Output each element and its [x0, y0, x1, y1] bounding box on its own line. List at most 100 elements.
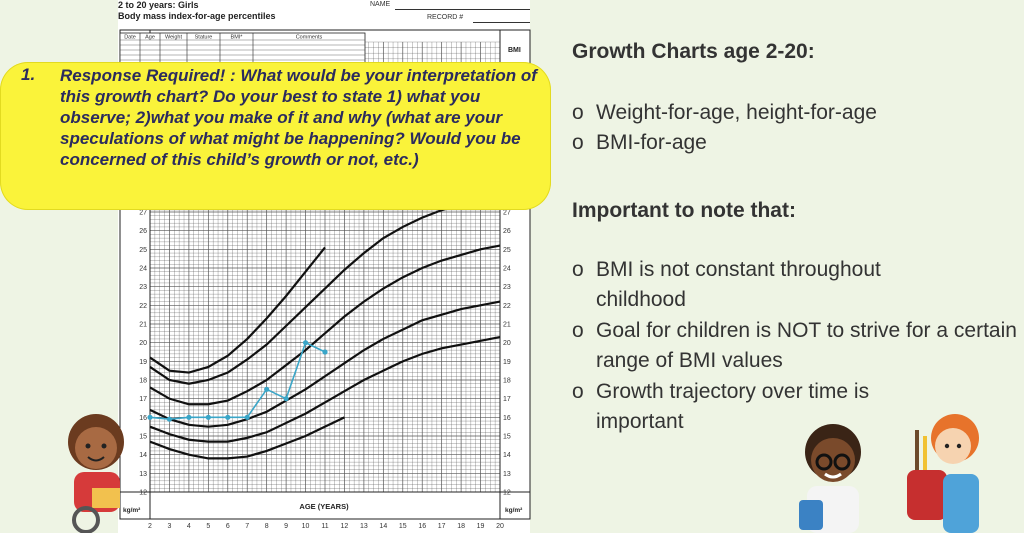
- patient-bmi-point: [186, 414, 192, 420]
- y-tick-label: 21: [139, 322, 147, 329]
- name-label: NAME: [370, 1, 391, 8]
- heading-growth-charts: Growth Charts age 2-20:: [572, 40, 815, 63]
- x-tick-label: 2: [148, 523, 152, 530]
- y-tick-label: 25: [139, 247, 147, 254]
- y-tick-label: 17: [139, 396, 147, 403]
- y-tick-label: 12: [139, 490, 147, 497]
- y-tick-label: 24: [139, 266, 147, 273]
- chart-header-line1: 2 to 20 years: Girls: [118, 0, 199, 10]
- y-tick-label: 27: [139, 210, 147, 217]
- x-tick-label: 17: [438, 523, 446, 530]
- percentile-curve: [149, 335, 501, 443]
- x-tick-label: 14: [379, 523, 387, 530]
- y-tick-label: 23: [139, 284, 147, 291]
- percentile-curve: [149, 246, 326, 374]
- bullet-item: o BMI is not constant throughout childho…: [572, 255, 1012, 315]
- y-tick-label: 20: [139, 340, 147, 347]
- bullet-item: o Growth trajectory over time is importa…: [572, 377, 1012, 437]
- callout-text: Response Required! : What would be your …: [60, 66, 537, 169]
- y-tick-label: 25: [503, 247, 511, 254]
- x-tick-label: 19: [477, 523, 485, 530]
- callout-number: 1.: [21, 65, 36, 84]
- percentile-curve: [149, 300, 501, 428]
- x-tick-label: 7: [245, 523, 249, 530]
- chart-frame: [119, 29, 531, 520]
- y-tick-label: 21: [503, 322, 511, 329]
- x-tick-label: 10: [302, 523, 310, 530]
- bullet-glyph: o: [572, 131, 584, 154]
- chart-header-line2: Body mass index-for-age percentiles: [118, 11, 276, 21]
- entry-table-header: Comments: [296, 35, 323, 41]
- y-tick-label: 14: [139, 452, 147, 459]
- y-tick-label: 19: [139, 359, 147, 366]
- patient-bmi-point: [264, 386, 270, 392]
- y-tick-label: 24: [503, 266, 511, 273]
- entry-table-header: Weight: [165, 35, 182, 41]
- patient-bmi-point: [225, 414, 231, 420]
- x-tick-label: 9: [284, 523, 288, 530]
- patient-bmi-point: [322, 349, 328, 355]
- y-tick-label: 22: [139, 303, 147, 310]
- x-tick-label: 3: [167, 523, 171, 530]
- y-tick-label: 12: [503, 490, 511, 497]
- entry-table-header: Age: [145, 35, 155, 41]
- entry-table-header: Date: [124, 35, 136, 41]
- percentile-curve: [149, 195, 501, 385]
- bullet-glyph: o: [572, 380, 584, 403]
- patient-bmi-line: [149, 341, 326, 421]
- patient-bmi-point: [302, 340, 309, 346]
- bullet-item: o BMI-for-age: [572, 128, 1012, 158]
- x-tick-label: 5: [206, 523, 210, 530]
- patient-bmi-point: [283, 396, 289, 402]
- y-tick-label: 13: [139, 471, 147, 478]
- y-tick-label: 22: [503, 303, 511, 310]
- patient-bmi-point: [244, 414, 250, 420]
- entry-table: [119, 32, 366, 65]
- record-label: RECORD #: [427, 14, 464, 21]
- x-tick-label: 8: [265, 523, 269, 530]
- bullet-item: o Goal for children is NOT to strive for…: [572, 316, 1024, 376]
- patient-bmi-point: [147, 414, 153, 420]
- y-tick-label: 15: [503, 434, 511, 441]
- y-tick-label: 19: [503, 359, 511, 366]
- bullet-text: Weight-for-age, height-for-age: [596, 101, 877, 124]
- x-tick-label: 12: [341, 523, 349, 530]
- y-tick-label: 18: [139, 378, 147, 385]
- name-line: [395, 9, 530, 10]
- entry-table-header: Stature: [195, 35, 213, 41]
- percentile-curve: [149, 244, 501, 406]
- y-tick-label: 23: [503, 284, 511, 291]
- bullet-glyph: o: [572, 258, 584, 281]
- bullet-text: BMI-for-age: [596, 131, 707, 154]
- x-axis-label-bg: [288, 500, 360, 512]
- patient-bmi-point: [205, 414, 211, 420]
- heading-important: Important to note that:: [572, 199, 796, 222]
- y-tick-label: 17: [503, 396, 511, 403]
- y-tick-label: 18: [503, 378, 511, 385]
- girl-wheelchair-illustration: [68, 414, 124, 533]
- x-tick-label: 15: [399, 523, 407, 530]
- y-tick-label: 16: [139, 415, 147, 422]
- x-tick-label: 20: [496, 523, 504, 530]
- bmi-side-label: BMI: [508, 47, 521, 54]
- response-callout: 1. Response Required! : What would be yo…: [0, 62, 551, 210]
- bullet-item: o Weight-for-age, height-for-age: [572, 98, 1012, 128]
- x-tick-label: 6: [226, 523, 230, 530]
- y-tick-label: 13: [503, 471, 511, 478]
- y-tick-label: 15: [139, 434, 147, 441]
- y-tick-label: 26: [503, 228, 511, 235]
- y-tick-label: 26: [139, 228, 147, 235]
- x-tick-label: 18: [457, 523, 465, 530]
- bullet-glyph: o: [572, 101, 584, 124]
- x-tick-label: 4: [187, 523, 191, 530]
- entry-table-header: BMI*: [231, 35, 244, 41]
- x-axis-label: AGE (YEARS): [299, 502, 349, 511]
- boy-glasses-illustration: [799, 424, 861, 533]
- record-line: [473, 22, 530, 23]
- y-axis-unit-right: kg/m²: [505, 507, 523, 514]
- y-tick-label: 27: [503, 210, 511, 217]
- chart-header: 2 to 20 years: Girls Body mass index-for…: [118, 0, 276, 22]
- bullet-text: Growth trajectory over time is important: [596, 380, 870, 433]
- boy-backpack-illustration: [907, 414, 979, 533]
- bullet-glyph: o: [572, 319, 584, 342]
